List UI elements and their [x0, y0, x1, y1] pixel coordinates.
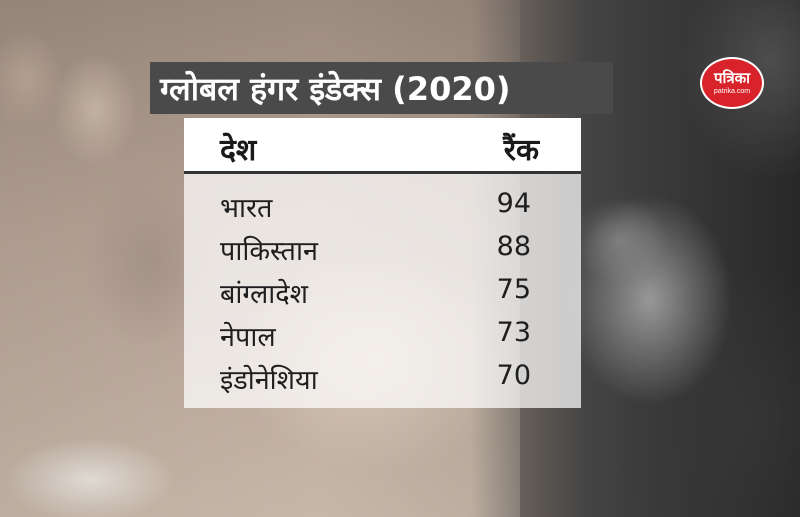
- header-country: देश: [220, 133, 257, 168]
- rank-value: 73: [496, 317, 531, 348]
- rank-value: 70: [496, 360, 531, 391]
- patrika-logo: पत्रिका patrika.com: [700, 57, 764, 109]
- header-rank: रैंक: [503, 133, 539, 168]
- table-row: पाकिस्तान 88: [184, 227, 581, 270]
- country-name: इंडोनेशिया: [220, 365, 318, 396]
- table-row: भारत 94: [184, 184, 581, 227]
- title-banner: ग्लोबल हंगर इंडेक्स (2020): [150, 62, 613, 114]
- country-name: पाकिस्तान: [220, 236, 318, 267]
- page-title: ग्लोबल हंगर इंडेक्स (2020): [160, 69, 511, 108]
- table-header: देश रैंक: [184, 118, 581, 174]
- table-row: नेपाल 73: [184, 313, 581, 356]
- table-row: बांग्लादेश 75: [184, 270, 581, 313]
- rank-value: 88: [496, 231, 531, 262]
- country-name: नेपाल: [220, 322, 276, 353]
- table-row: इंडोनेशिया 70: [184, 356, 581, 399]
- country-name: बांग्लादेश: [220, 279, 308, 310]
- logo-text: पत्रिका: [713, 69, 751, 87]
- logo-url: patrika.com: [713, 88, 751, 95]
- ranking-table: देश रैंक भारत 94 पाकिस्तान 88 बांग्लादेश…: [184, 118, 581, 408]
- table-body: भारत 94 पाकिस्तान 88 बांग्लादेश 75 नेपाल…: [184, 184, 581, 399]
- rank-value: 75: [496, 274, 531, 305]
- country-name: भारत: [220, 193, 273, 224]
- rank-value: 94: [496, 188, 531, 219]
